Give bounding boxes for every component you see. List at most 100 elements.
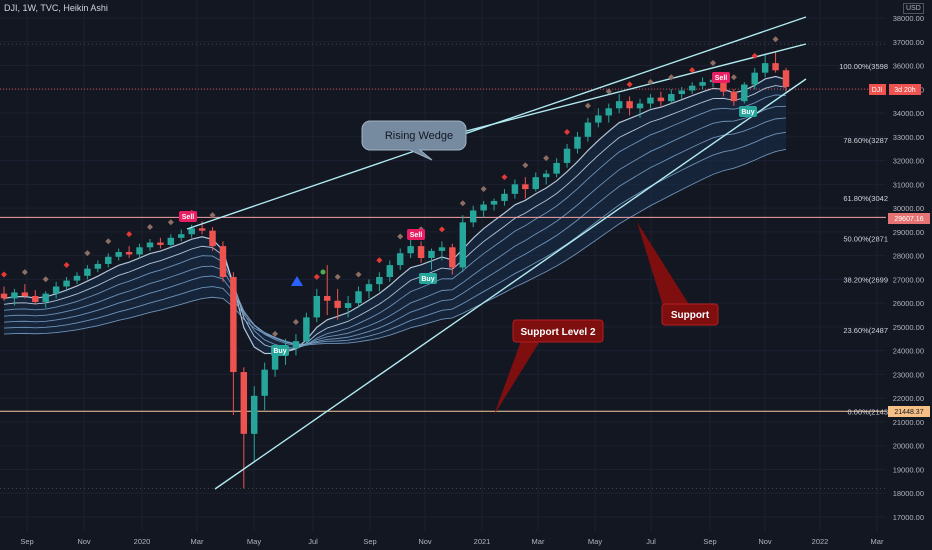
candle-body: [188, 228, 195, 235]
x-tick-label: Jul: [646, 537, 656, 546]
candle-body: [542, 173, 550, 178]
candle-body: [396, 253, 404, 266]
countdown-tag: 3d 20h: [894, 87, 916, 94]
moving-average-ribbon: [3, 75, 787, 355]
time-axis[interactable]: Sep Nov 2020 Mar May Jul Sep Nov 2021 Mar May Jul Se…: [20, 537, 884, 546]
y-tick-label: 21000.00: [893, 418, 924, 427]
y-tick-label: 34000.00: [893, 109, 924, 118]
diamond-marker: [668, 74, 675, 81]
candle-body: [501, 193, 508, 201]
fib-label: 23.60%(2487: [843, 326, 888, 335]
diamond-marker: [146, 223, 153, 230]
candle-body: [626, 101, 633, 109]
buy-signal-label: Buy: [273, 348, 286, 355]
candle-body: [376, 277, 383, 285]
symbol-title[interactable]: DJI, 1W, TVC, Heikin Ashi: [4, 3, 108, 13]
x-tick-label: Nov: [758, 537, 772, 546]
wedge-trendlines[interactable]: [186, 16, 807, 490]
diamond-marker: [459, 200, 466, 207]
y-tick-label: 26000.00: [893, 299, 924, 308]
diamond-marker: [292, 319, 299, 326]
fib-label: 100.00%(3598: [839, 62, 888, 71]
rising-wedge-callout[interactable]: Rising Wedge: [361, 120, 467, 161]
diamond-marker: [313, 273, 320, 280]
buy-signal-badge: [419, 273, 437, 284]
candle-body: [751, 72, 758, 85]
candle-body: [678, 90, 685, 95]
support-label: Support: [671, 310, 710, 321]
trendline[interactable]: [214, 78, 807, 490]
candle-body: [167, 237, 175, 245]
y-tick-label: 33000.00: [893, 133, 924, 142]
candle-body: [198, 228, 206, 231]
currency-button[interactable]: USD: [903, 3, 924, 14]
support-price-tag: 29607.16: [894, 216, 923, 223]
candle-body: [699, 82, 706, 86]
x-tick-label: Sep: [363, 537, 376, 546]
y-tick-label: 17000.00: [893, 513, 924, 522]
x-tick-label: Mar: [532, 537, 545, 546]
sell-signal-label: Sell: [410, 232, 423, 239]
candle-body: [688, 85, 696, 91]
ma-line: [3, 94, 787, 349]
candle-body: [595, 115, 602, 123]
candle-body: [668, 94, 675, 102]
candle-body: [42, 293, 49, 302]
buy-signal-badge: [271, 345, 289, 356]
diamond-marker: [522, 162, 529, 169]
sell-signal-label: Sell: [182, 214, 195, 221]
support-level-2-callout[interactable]: Support Level 2: [494, 319, 604, 415]
sell-signal-badge: [407, 229, 425, 240]
trendline[interactable]: [399, 43, 807, 149]
buy-signal-badge: [739, 106, 757, 117]
y-tick-label: 30000.00: [893, 204, 924, 213]
x-tick-label: Sep: [20, 537, 33, 546]
x-tick-label: May: [247, 537, 261, 546]
candle-body: [605, 108, 612, 116]
candle-body: [741, 84, 748, 102]
diamond-marker: [42, 276, 49, 283]
candle-body: [73, 275, 81, 281]
y-tick-label: 23000.00: [893, 370, 924, 379]
y-tick-label: 31000.00: [893, 180, 924, 189]
candle-body: [251, 395, 258, 434]
annotations[interactable]: Rising Wedge Support Support Level 2: [361, 120, 719, 415]
y-tick-label: 36000.00: [893, 62, 924, 71]
fib-label: 0.00%(2143: [848, 408, 888, 417]
price-tags: DJI 3d 20h 29607.16 21448.37: [869, 84, 930, 417]
y-tick-label: 38000.00: [893, 14, 924, 23]
diamond-marker: [730, 74, 737, 81]
y-tick-label: 32000.00: [893, 157, 924, 166]
ma-line: [3, 75, 787, 355]
support-level-2-label: Support Level 2: [520, 327, 595, 338]
x-tick-label: Nov: [77, 537, 91, 546]
diamond-marker: [480, 185, 487, 192]
support-callout[interactable]: Support: [637, 222, 719, 326]
candle-body: [303, 317, 310, 342]
candle-body: [219, 246, 227, 278]
diamond-marker: [126, 231, 133, 238]
candle-body: [407, 246, 414, 254]
x-tick-label: Mar: [191, 537, 204, 546]
candle-body: [136, 247, 143, 255]
candle-body: [209, 230, 216, 247]
diamond-marker: [167, 219, 174, 226]
candle-body: [94, 263, 102, 269]
diamond-marker: [397, 233, 404, 240]
fibonacci-levels: 100.00%(3598 78.60%(3287 61.80%(3042 50.00%…: [839, 62, 888, 417]
diamond-marker: [710, 60, 717, 67]
fib-label: 38.20%(2699: [843, 276, 888, 285]
candle-body: [344, 303, 352, 308]
candle-body: [469, 210, 477, 223]
diamond-marker: [647, 79, 654, 86]
fib-label: 61.80%(3042: [843, 194, 888, 203]
candle-body: [21, 292, 29, 297]
candle-body: [125, 252, 133, 255]
candle-body: [230, 277, 237, 373]
candle-body: [178, 234, 185, 238]
fib-label: 78.60%(3287: [843, 136, 888, 145]
candle-body: [146, 242, 154, 248]
candle-body: [761, 63, 769, 73]
y-tick-label: 25000.00: [893, 323, 924, 332]
candle-body: [522, 184, 529, 190]
